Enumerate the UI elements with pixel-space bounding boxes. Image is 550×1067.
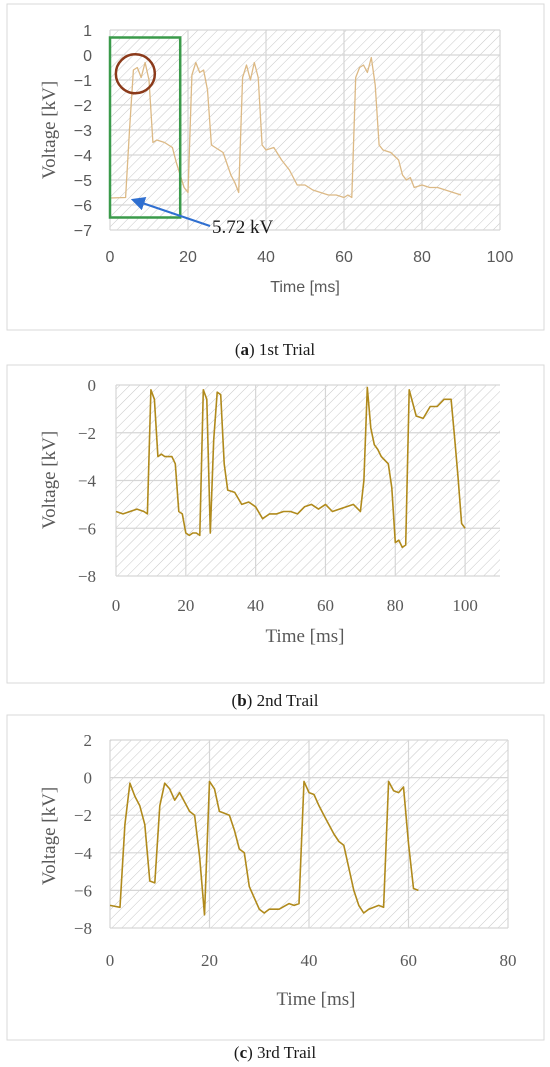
y-tick-label: −8	[74, 919, 92, 938]
x-tick-label: 40	[301, 951, 318, 970]
panel-b-y-ticks: 0 −2 −4 −6 −8	[78, 376, 97, 586]
y-tick-label: −7	[74, 223, 92, 240]
panel-a-y-ticks: 1 0 −1 −2 −3 −4 −5 −6 −7	[74, 23, 92, 240]
panel-b-x-axis-title: Time [ms]	[265, 626, 344, 647]
chart-panel-a: 1 0 −1 −2 −3 −4 −5 −6 −7 0 20 40 60 80 100 Voltage [k…	[6, 3, 545, 331]
y-tick-label: 0	[84, 769, 93, 788]
panel-a-x-axis-title: Time [ms]	[270, 279, 340, 296]
panel-b-y-axis-title: Voltage [kV]	[39, 431, 60, 529]
x-tick-label: 20	[201, 951, 218, 970]
panel-c-x-axis-title: Time [ms]	[276, 989, 355, 1010]
caption-a: (a) 1st Trial	[235, 340, 316, 359]
y-tick-label: −6	[78, 519, 96, 538]
x-tick-label: 60	[317, 596, 334, 615]
panel-a-series	[109, 56, 462, 199]
panel-a-y-axis-title: Voltage [kV]	[39, 81, 60, 179]
x-tick-label: 20	[179, 249, 197, 266]
y-tick-label: −5	[74, 173, 92, 190]
caption-c-text: 3rd Trail	[257, 1043, 316, 1062]
y-tick-label: −3	[74, 123, 92, 140]
y-tick-label: −8	[78, 567, 96, 586]
y-tick-label: −4	[74, 148, 92, 165]
y-tick-label: −6	[74, 198, 92, 215]
panel-c-y-axis-title: Voltage [kV]	[39, 787, 60, 885]
chart-panel-c: 20−2−4−6−8 0 20 40 60 80 Voltage [kV] Time […	[6, 714, 545, 1041]
series-line	[109, 780, 419, 916]
panel-b-series	[115, 386, 466, 549]
x-tick-label: 100	[487, 249, 514, 266]
x-tick-label: 80	[413, 249, 431, 266]
x-tick-label: 20	[177, 596, 194, 615]
x-tick-label: 80	[500, 951, 517, 970]
highlight-circle	[114, 53, 157, 95]
y-tick-label: −4	[78, 472, 97, 491]
caption-c: (c) 3rd Trail	[234, 1043, 316, 1062]
x-tick-label: 80	[387, 596, 404, 615]
y-tick-label: −2	[78, 424, 96, 443]
chart-panel-b: 0 −2 −4 −6 −8 0 20 40 60 80 100 Voltage [kV] Time…	[6, 364, 545, 684]
panel-a-annotations	[108, 36, 211, 227]
x-tick-label: 100	[452, 596, 478, 615]
caption-b-text: 2nd Trail	[257, 691, 319, 710]
y-tick-label: −1	[74, 73, 92, 90]
x-tick-label: 60	[400, 951, 417, 970]
x-tick-label: 40	[257, 249, 275, 266]
caption-b: (b) 2nd Trail	[232, 691, 319, 710]
x-tick-label: 0	[112, 596, 121, 615]
y-tick-label: −6	[74, 881, 92, 900]
annotation-arrow	[130, 196, 211, 227]
series-line	[115, 386, 466, 549]
x-tick-label: 60	[335, 249, 353, 266]
caption-a-label: a	[241, 340, 250, 359]
y-tick-label: −2	[74, 806, 92, 825]
caption-c-label: c	[240, 1043, 248, 1062]
x-tick-label: 0	[106, 951, 115, 970]
y-tick-label: 2	[84, 731, 93, 750]
y-tick-label: −2	[74, 98, 92, 115]
x-tick-label: 0	[106, 249, 115, 266]
caption-b-label: b	[237, 691, 246, 710]
panel-c-gridlines	[109, 739, 509, 929]
annotation-label: 5.72 kV	[212, 217, 274, 238]
highlight-box	[108, 36, 182, 219]
y-tick-label: 1	[83, 23, 92, 40]
panel-c-series	[109, 780, 419, 916]
y-tick-label: −4	[74, 844, 93, 863]
panel-b-gridlines	[115, 384, 500, 577]
panel-a-x-ticks: 0 20 40 60 80 100	[106, 249, 514, 266]
x-tick-label: 40	[247, 596, 264, 615]
y-tick-label: 0	[88, 376, 97, 395]
series-line	[109, 56, 462, 199]
panel-c-y-ticks: 2 0 −2 −4 −6 −8	[74, 731, 93, 938]
y-tick-label: 0	[83, 48, 92, 65]
caption-a-text: 1st Trial	[259, 340, 315, 359]
panel-b-x-ticks: 0 20 40 60 80 100	[112, 596, 478, 615]
panel-c-x-ticks: 0 20 40 60 80	[106, 951, 517, 970]
